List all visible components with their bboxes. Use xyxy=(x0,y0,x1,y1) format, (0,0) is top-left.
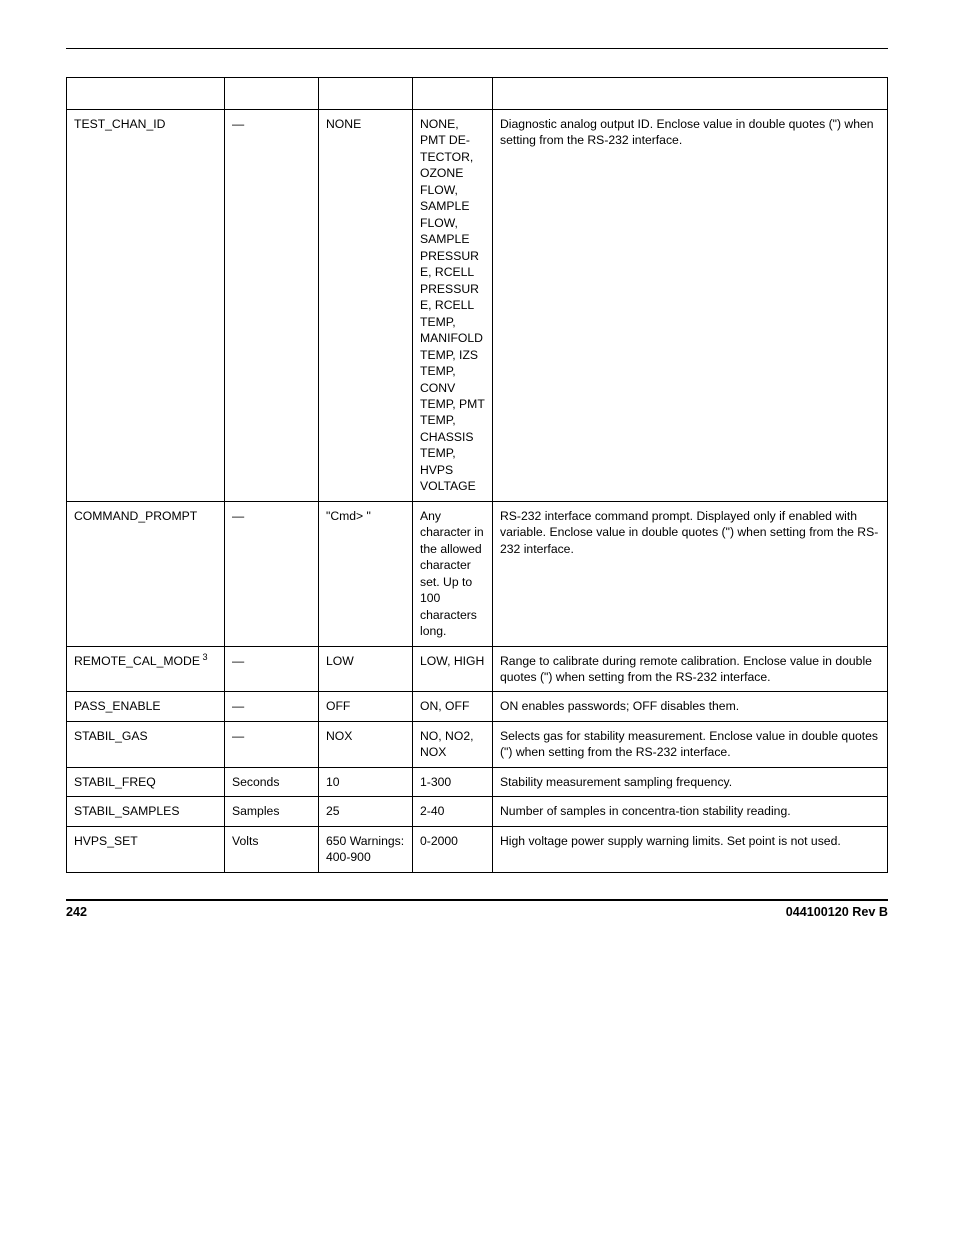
cell-range: NO, NO2, NOX xyxy=(413,721,493,767)
cell-description: High voltage power supply warning limits… xyxy=(493,826,888,872)
cell-name: STABIL_SAMPLES xyxy=(67,797,225,826)
cell-name: HVPS_SET xyxy=(67,826,225,872)
cell-description: Selects gas for stability measurement. E… xyxy=(493,721,888,767)
col-header xyxy=(413,78,493,110)
cell-description: ON enables passwords; OFF disables them. xyxy=(493,692,888,721)
table-row: PASS_ENABLE—OFFON, OFFON enables passwor… xyxy=(67,692,888,721)
footnote-sup: 3 xyxy=(200,651,208,661)
cell-range: Any character in the allowed character s… xyxy=(413,501,493,646)
table-row: COMMAND_PROMPT—"Cmd> "Any character in t… xyxy=(67,501,888,646)
table-row: STABIL_FREQSeconds101-300Stability measu… xyxy=(67,767,888,796)
cell-range: 2-40 xyxy=(413,797,493,826)
col-header xyxy=(67,78,225,110)
page-footer: 242 044100120 Rev B xyxy=(66,905,888,919)
cell-range: 0-2000 xyxy=(413,826,493,872)
cell-default: 650 Warnings: 400-900 xyxy=(319,826,413,872)
setup-vars-table: TEST_CHAN_ID—NONENONE, PMT DE-TECTOR, OZ… xyxy=(66,77,888,873)
footer-rule xyxy=(66,899,888,901)
doc-id: 044100120 Rev B xyxy=(786,905,888,919)
cell-name: TEST_CHAN_ID xyxy=(67,110,225,502)
cell-range: 1-300 xyxy=(413,767,493,796)
table-row: HVPS_SETVolts650 Warnings: 400-9000-2000… xyxy=(67,826,888,872)
cell-units: — xyxy=(225,110,319,502)
table-row: STABIL_SAMPLESSamples252-40Number of sam… xyxy=(67,797,888,826)
table-row: TEST_CHAN_ID—NONENONE, PMT DE-TECTOR, OZ… xyxy=(67,110,888,502)
cell-units: Samples xyxy=(225,797,319,826)
cell-description: Range to calibrate during remote calibra… xyxy=(493,646,888,692)
page: TEST_CHAN_ID—NONENONE, PMT DE-TECTOR, OZ… xyxy=(0,0,954,1235)
cell-description: Diagnostic analog output ID. Enclose val… xyxy=(493,110,888,502)
cell-default: NONE xyxy=(319,110,413,502)
header-rule xyxy=(66,48,888,49)
col-header xyxy=(225,78,319,110)
cell-units: — xyxy=(225,501,319,646)
cell-units: — xyxy=(225,646,319,692)
cell-description: RS-232 interface command prompt. Display… xyxy=(493,501,888,646)
cell-name: PASS_ENABLE xyxy=(67,692,225,721)
cell-description: Stability measurement sampling frequency… xyxy=(493,767,888,796)
table-row: STABIL_GAS—NOXNO, NO2, NOXSelects gas fo… xyxy=(67,721,888,767)
table-row: REMOTE_CAL_MODE 3—LOWLOW, HIGHRange to c… xyxy=(67,646,888,692)
cell-range: ON, OFF xyxy=(413,692,493,721)
col-header xyxy=(493,78,888,110)
cell-default: 25 xyxy=(319,797,413,826)
cell-default: LOW xyxy=(319,646,413,692)
cell-default: OFF xyxy=(319,692,413,721)
cell-name: REMOTE_CAL_MODE 3 xyxy=(67,646,225,692)
page-number: 242 xyxy=(66,905,87,919)
cell-units: Volts xyxy=(225,826,319,872)
cell-range: LOW, HIGH xyxy=(413,646,493,692)
cell-default: 10 xyxy=(319,767,413,796)
cell-name: COMMAND_PROMPT xyxy=(67,501,225,646)
cell-default: "Cmd> " xyxy=(319,501,413,646)
cell-name: STABIL_GAS xyxy=(67,721,225,767)
cell-name: STABIL_FREQ xyxy=(67,767,225,796)
cell-units: Seconds xyxy=(225,767,319,796)
table-body: TEST_CHAN_ID—NONENONE, PMT DE-TECTOR, OZ… xyxy=(67,110,888,873)
table-header-row xyxy=(67,78,888,110)
cell-units: — xyxy=(225,692,319,721)
cell-units: — xyxy=(225,721,319,767)
col-header xyxy=(319,78,413,110)
cell-default: NOX xyxy=(319,721,413,767)
cell-description: Number of samples in concentra-tion stab… xyxy=(493,797,888,826)
cell-range: NONE, PMT DE-TECTOR, OZONE FLOW, SAMPLE … xyxy=(413,110,493,502)
